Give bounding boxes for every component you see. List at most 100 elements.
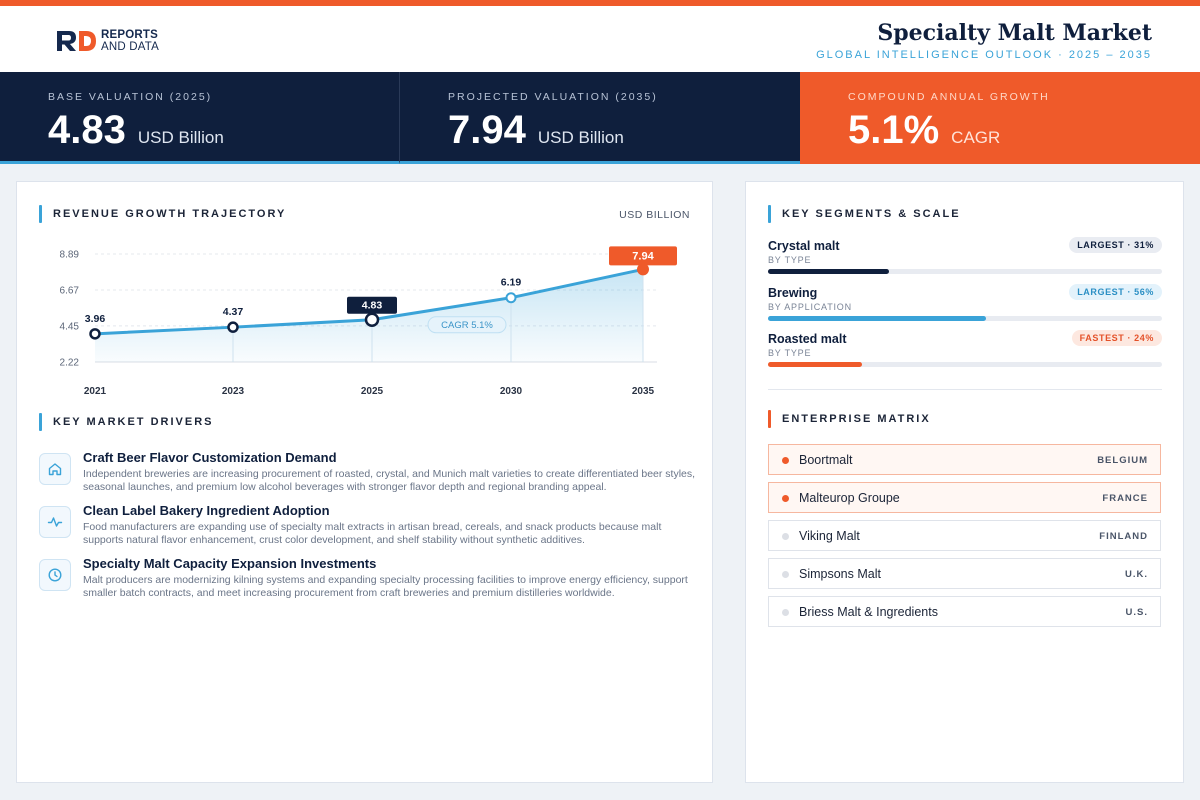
segment-category: BY APPLICATION: [768, 302, 852, 312]
x-tick-label: 2023: [222, 386, 245, 397]
segment-track: [768, 269, 1162, 274]
brand-logo: REPORTS AND DATA: [55, 28, 159, 54]
kpi-unit: USD Billion: [137, 128, 224, 147]
company-country: FRANCE: [1102, 493, 1148, 504]
segment-row: Crystal malt BY TYPE LARGEST · 31%: [768, 237, 1162, 283]
enterprise-section-title: ENTERPRISE MATRIX: [768, 410, 931, 428]
x-tick-label: 2030: [500, 386, 523, 397]
enterprise-row: Boortmalt BELGIUM: [768, 444, 1161, 475]
kpi-projected-valuation: PROJECTED VALUATION (2035) 7.94 USD Bill…: [399, 72, 800, 164]
segment-category: BY TYPE: [768, 255, 812, 265]
segments-section-title: KEY SEGMENTS & SCALE: [768, 205, 961, 223]
data-label-badge: [609, 246, 677, 266]
x-tick-label: 2035: [632, 386, 655, 397]
home-icon: [39, 453, 71, 485]
section-accent-bar: [768, 410, 771, 428]
segment-badge: LARGEST · 31%: [1069, 237, 1162, 253]
segment-name: Brewing: [768, 286, 818, 300]
data-point: [505, 292, 517, 304]
header: REPORTS AND DATA Specialty Malt Market G…: [0, 6, 1200, 72]
y-tick-label: 8.89: [60, 250, 80, 261]
segments-title: KEY SEGMENTS & SCALE: [782, 208, 961, 220]
right-panel: KEY SEGMENTS & SCALE Crystal malt BY TYP…: [745, 181, 1184, 783]
revenue-chart: 2.22 4.45 6.67 8.89 3.96 2021 4.37 2023 4.83 202…: [60, 246, 677, 397]
company-name: Simpsons Malt: [799, 567, 881, 581]
series-area: [95, 269, 643, 362]
y-tick-label: 2.22: [60, 358, 80, 369]
data-label: 6.19: [501, 277, 522, 289]
driver-title: Specialty Malt Capacity Expansion Invest…: [83, 556, 377, 571]
status-dot: [782, 533, 789, 540]
segment-row: Roasted malt BY TYPE FASTEST · 24%: [768, 330, 1162, 376]
kpi-value: 7.94: [448, 108, 526, 152]
segment-bar: [768, 316, 987, 321]
x-tick-label: 2021: [84, 386, 107, 397]
company-name: Briess Malt & Ingredients: [799, 605, 938, 619]
company-country: FINLAND: [1099, 531, 1148, 542]
segment-badge: FASTEST · 24%: [1071, 330, 1162, 346]
data-label: 4.83: [362, 300, 383, 312]
driver-item: Clean Label Bakery Ingredient Adoption F…: [39, 503, 699, 555]
pulse-icon: [39, 506, 71, 538]
kpi-base-valuation: BASE VALUATION (2025) 4.83 USD Billion: [0, 72, 399, 164]
driver-title: Craft Beer Flavor Customization Demand: [83, 450, 337, 465]
enterprise-row: Malteurop Groupe FRANCE: [768, 482, 1161, 513]
company-country: U.S.: [1125, 607, 1148, 618]
cagr-annotation-pill: [427, 316, 507, 334]
driver-description: Malt producers are modernizing kilning s…: [83, 574, 688, 599]
page-subtitle: GLOBAL INTELLIGENCE OUTLOOK · 2025 – 203…: [816, 49, 1152, 61]
segment-track: [768, 362, 1162, 367]
kpi-label: PROJECTED VALUATION (2035): [448, 91, 658, 103]
driver-description: Food manufacturers are expanding use of …: [83, 521, 662, 546]
status-dot: [782, 495, 789, 502]
status-dot: [782, 609, 789, 616]
kpi-value: 4.83: [48, 108, 126, 152]
driver-description: Independent breweries are increasing pro…: [83, 468, 696, 493]
data-label-badge: [347, 296, 397, 314]
driver-item: Craft Beer Flavor Customization Demand I…: [39, 450, 699, 502]
segment-name: Crystal malt: [768, 239, 840, 253]
data-point: [364, 312, 380, 327]
driver-item: Specialty Malt Capacity Expansion Invest…: [39, 556, 699, 608]
x-tick-label: 2025: [361, 386, 384, 397]
left-panel: REVENUE GROWTH TRAJECTORY USD BILLION 2.…: [16, 181, 713, 783]
y-tick-label: 6.67: [60, 285, 80, 296]
section-accent-bar: [39, 413, 42, 431]
divider: [768, 389, 1162, 390]
segment-row: Brewing BY APPLICATION LARGEST · 56%: [768, 284, 1162, 330]
y-tick-label: 4.45: [60, 321, 80, 332]
kpi-unit: USD Billion: [537, 128, 624, 147]
drivers-list: Craft Beer Flavor Customization Demand I…: [39, 450, 699, 609]
company-name: Boortmalt: [799, 453, 853, 467]
data-label: 7.94: [632, 250, 654, 262]
chart-unit-label: USD BILLION: [619, 209, 690, 221]
section-accent-bar: [39, 205, 42, 223]
data-label: 3.96: [85, 313, 106, 325]
segment-track: [768, 316, 1162, 321]
segment-bar: [768, 269, 889, 274]
enterprise-row: Briess Malt & Ingredients U.S.: [768, 596, 1161, 627]
kpi-label: COMPOUND ANNUAL GROWTH: [848, 91, 1050, 103]
status-dot: [782, 571, 789, 578]
chart-section-title: REVENUE GROWTH TRAJECTORY: [39, 205, 286, 223]
segment-category: BY TYPE: [768, 348, 812, 358]
kpi-cagr: COMPOUND ANNUAL GROWTH 5.1% CAGR: [800, 72, 1200, 164]
company-country: BELGIUM: [1097, 455, 1148, 466]
logo-mark-icon: [57, 31, 96, 51]
segment-badge: LARGEST · 56%: [1069, 284, 1162, 300]
clock-icon: [39, 559, 71, 591]
section-accent-bar: [768, 205, 771, 223]
enterprise-row: Viking Malt FINLAND: [768, 520, 1161, 551]
company-country: U.K.: [1125, 569, 1148, 580]
enterprise-row: Simpsons Malt U.K.: [768, 558, 1161, 589]
driver-title: Clean Label Bakery Ingredient Adoption: [83, 503, 330, 518]
logo-line2: AND DATA: [101, 41, 160, 53]
logo-line1: REPORTS: [101, 29, 158, 41]
data-point: [227, 321, 239, 333]
kpi-unit: CAGR: [951, 128, 1001, 147]
status-dot: [782, 457, 789, 464]
segment-name: Roasted malt: [768, 332, 847, 346]
chart-title: REVENUE GROWTH TRAJECTORY: [53, 208, 287, 220]
top-accent-bar: [0, 0, 1200, 6]
drivers-section-title: KEY MARKET DRIVERS: [39, 413, 213, 431]
